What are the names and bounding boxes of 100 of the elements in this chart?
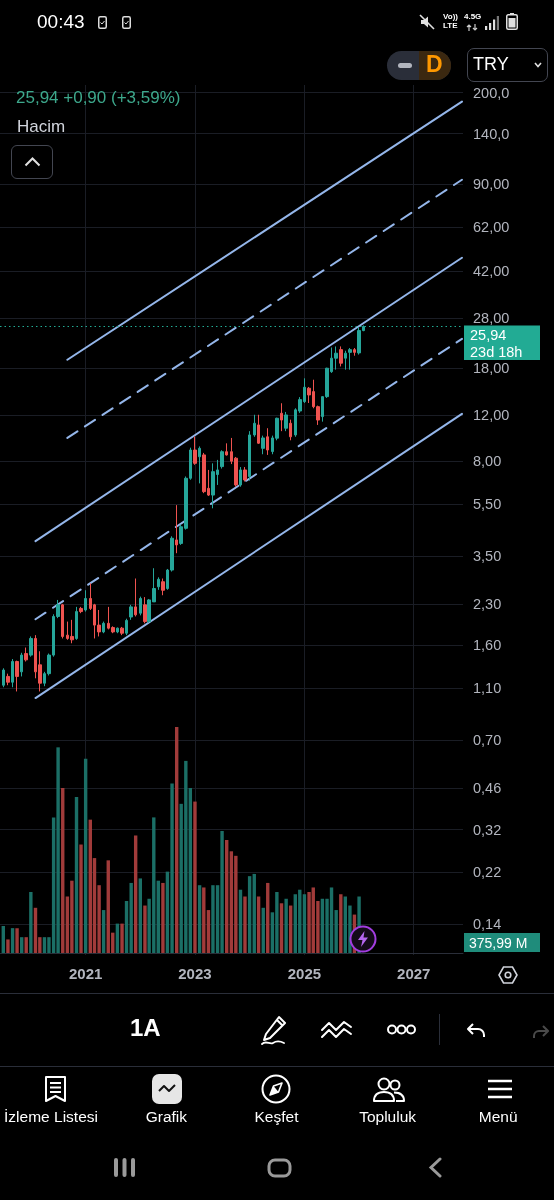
y-tick-label: 3,50 xyxy=(473,547,502,564)
candlestick xyxy=(344,350,347,371)
bar xyxy=(284,898,288,953)
text: D xyxy=(426,51,443,77)
bar xyxy=(79,844,83,953)
candlestick xyxy=(253,414,256,438)
y-tick-label: 140,0 xyxy=(473,125,510,142)
candlestick xyxy=(79,606,83,614)
candlestick xyxy=(266,427,269,456)
candlestick xyxy=(280,402,283,432)
candlestick xyxy=(24,647,28,662)
candlestick xyxy=(15,660,19,692)
candlestick xyxy=(243,466,247,482)
candlestick xyxy=(70,619,74,644)
bar xyxy=(29,891,33,953)
bar xyxy=(339,894,343,953)
candlestick xyxy=(193,436,197,466)
y-tick-label: 0,14 xyxy=(473,916,502,933)
text: 23d 18h xyxy=(470,343,523,360)
candlestick xyxy=(11,658,14,688)
candlestick xyxy=(102,621,105,634)
bar xyxy=(170,783,174,953)
text: 00:43 xyxy=(37,11,85,32)
candlestick xyxy=(175,504,178,554)
candlestick xyxy=(157,576,160,591)
x-tick-label: 2027 xyxy=(397,965,431,982)
text: Vo)) xyxy=(443,12,458,21)
candlestick xyxy=(116,627,119,634)
candlestick xyxy=(143,596,147,624)
chart-title: Hacim xyxy=(17,117,66,136)
bar xyxy=(307,891,311,953)
candlestick xyxy=(248,430,251,482)
text: 1A xyxy=(130,1014,161,1041)
y-tick-label: 8,00 xyxy=(473,453,502,470)
text: Grafik xyxy=(145,1108,188,1125)
y-tick-label: 18,00 xyxy=(473,360,510,377)
candlestick xyxy=(339,345,343,367)
text: LTE xyxy=(443,21,458,30)
y-tick-label: 12,00 xyxy=(473,406,510,423)
text: 375,99 M xyxy=(469,935,528,951)
text: TRY xyxy=(473,54,509,74)
candlestick xyxy=(125,618,128,636)
y-tick-label: 0,70 xyxy=(473,732,502,749)
y-tick-label: 0,32 xyxy=(473,821,502,838)
x-tick-label: 2023 xyxy=(178,965,212,982)
y-tick-label: 62,00 xyxy=(473,218,510,235)
ref-line-label: 25,94 xyxy=(470,327,507,344)
bar xyxy=(243,896,247,953)
bar xyxy=(275,891,279,953)
text: 4.5G xyxy=(464,12,482,21)
bar xyxy=(15,928,19,953)
text: Menü xyxy=(478,1108,518,1125)
bar xyxy=(211,885,215,953)
y-tick-label: 5,50 xyxy=(473,496,502,513)
candlestick xyxy=(120,626,124,636)
candlestick xyxy=(134,578,137,617)
candlestick xyxy=(220,449,224,470)
bar xyxy=(70,880,74,953)
candlestick xyxy=(20,652,23,677)
y-tick-label: 28,00 xyxy=(473,309,510,326)
candlestick xyxy=(239,466,242,488)
candlestick xyxy=(357,326,361,356)
x-tick-label: 2021 xyxy=(68,965,103,982)
y-tick-label: 1,10 xyxy=(473,680,502,697)
candlestick xyxy=(348,347,352,371)
candlestick xyxy=(261,435,265,455)
y-tick-label: 90,00 xyxy=(473,176,510,193)
candlestick xyxy=(353,347,356,357)
candlestick xyxy=(202,452,206,494)
bar xyxy=(193,801,197,953)
candlestick xyxy=(75,606,78,641)
text: Keşfet xyxy=(254,1108,299,1125)
bar xyxy=(129,882,133,953)
bar xyxy=(56,747,60,953)
candlestick xyxy=(161,578,165,596)
chart-subtitle: 25,94 +0,90 (+3,59%) xyxy=(16,88,181,107)
candlestick xyxy=(139,596,142,616)
bar xyxy=(120,923,124,953)
text: İzleme Listesi xyxy=(4,1108,98,1125)
y-tick-label: 0,22 xyxy=(473,864,502,881)
bar xyxy=(6,939,10,953)
candlestick xyxy=(211,462,215,509)
candlestick xyxy=(61,603,64,639)
candlestick xyxy=(129,604,133,621)
candlestick xyxy=(84,589,87,613)
bar xyxy=(220,830,224,953)
y-tick-label: 200,0 xyxy=(473,84,510,101)
y-tick-label: 2,30 xyxy=(473,595,502,612)
candlestick xyxy=(225,442,228,457)
candlestick xyxy=(284,411,288,432)
y-tick-label: 0,46 xyxy=(473,780,502,797)
candlestick xyxy=(29,635,33,658)
bar xyxy=(143,905,147,953)
text: Topluluk xyxy=(359,1108,417,1125)
y-tick-label: 1,60 xyxy=(473,637,502,654)
candlestick xyxy=(334,345,338,371)
bar xyxy=(161,882,165,953)
x-tick-label: 2025 xyxy=(287,965,322,982)
candlestick xyxy=(2,667,5,688)
candlestick xyxy=(289,419,292,441)
